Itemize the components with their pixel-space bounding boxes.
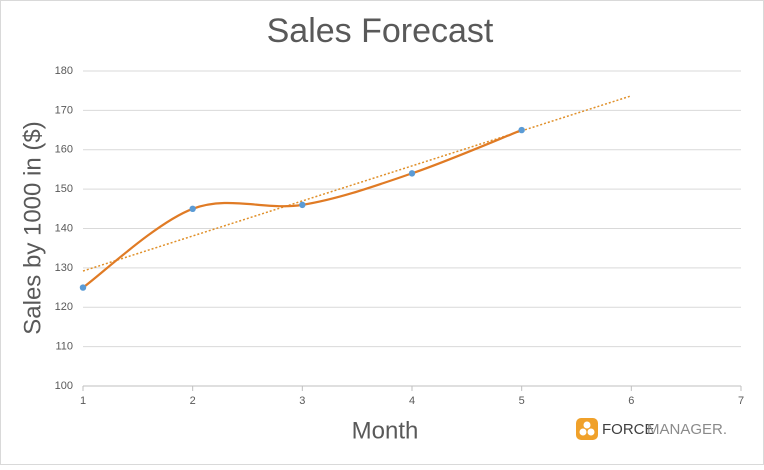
y-axis-label: Sales by 1000 in ($)	[19, 121, 46, 334]
data-point	[299, 201, 306, 209]
x-tick-label: 6	[628, 395, 634, 407]
y-tick-label: 170	[55, 104, 73, 116]
y-tick-label: 120	[55, 301, 73, 313]
x-tick-label: 5	[519, 395, 525, 407]
x-tick-label: 3	[299, 395, 305, 407]
y-tick-label: 100	[55, 380, 73, 392]
x-axis-label: Month	[352, 417, 419, 444]
logo-dot	[583, 421, 591, 429]
x-tick-label: 1	[80, 395, 86, 407]
y-tick-label: 160	[55, 144, 73, 156]
data-point	[518, 126, 525, 134]
y-tick-label: 110	[55, 341, 73, 353]
x-tick-label: 7	[738, 395, 744, 407]
x-tick-label: 4	[409, 395, 415, 407]
logo-dot	[587, 428, 595, 436]
data-point	[408, 170, 416, 177]
watermark: FORCE MANAGER.	[576, 418, 727, 440]
y-tick-label: 180	[55, 65, 73, 77]
logo-text: MANAGER.	[647, 421, 727, 438]
data-point	[79, 284, 87, 291]
logo-icon	[576, 418, 598, 440]
logo-dot	[579, 428, 587, 436]
logo-text: FORCE	[602, 421, 655, 438]
chart-title: Sales Forecast	[267, 12, 494, 50]
data-point	[189, 205, 196, 213]
y-tick-label: 140	[55, 222, 73, 234]
y-tick-label: 130	[55, 262, 73, 274]
x-tick-label: 2	[190, 395, 196, 407]
y-tick-label: 150	[55, 183, 73, 195]
